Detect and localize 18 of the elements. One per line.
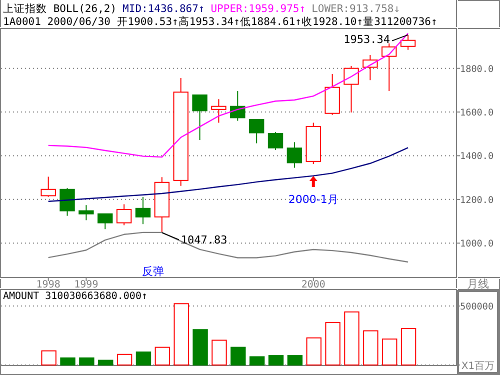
ytick: 1000.0 <box>460 238 494 250</box>
annotation: 月线 <box>467 278 489 290</box>
ytick: 500000 <box>460 302 494 313</box>
annotation: 2000-1月 <box>288 193 338 206</box>
ytick: 1200.0 <box>460 194 494 206</box>
title: AMOUNT 310030663680.000↑ <box>3 291 148 302</box>
xtick: 1998 <box>36 280 60 290</box>
xtick: 2000 <box>301 280 326 290</box>
annotation: 1047.83 <box>180 234 228 247</box>
ylabel: X1百万 <box>461 361 495 372</box>
title: 上证指数 BOLL(26,2) MID:1436.867↑ UPPER:1959.975↑ LOWER:913.758↓ <box>3 3 400 15</box>
ytick: 1800.0 <box>460 64 494 75</box>
ytick: 1400.0 <box>460 151 494 162</box>
subtitle: 1A0001 2000/06/30 开1900.53↑高1953.34↑低1884.61↑收1928.10↑量311200736↑ <box>3 16 438 28</box>
annotation: 反弹 <box>142 265 164 278</box>
annotation: 1953.34 <box>344 32 390 46</box>
xtick: 1999 <box>74 280 98 290</box>
ytick: 1600.0 <box>460 108 494 119</box>
